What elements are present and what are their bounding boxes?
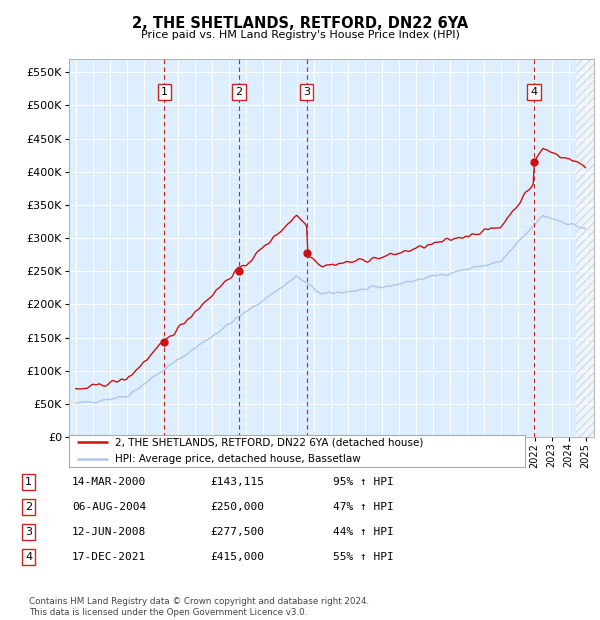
Text: 2, THE SHETLANDS, RETFORD, DN22 6YA: 2, THE SHETLANDS, RETFORD, DN22 6YA bbox=[132, 16, 468, 31]
Text: Price paid vs. HM Land Registry's House Price Index (HPI): Price paid vs. HM Land Registry's House … bbox=[140, 30, 460, 40]
Text: 17-DEC-2021: 17-DEC-2021 bbox=[72, 552, 146, 562]
Text: Contains HM Land Registry data © Crown copyright and database right 2024.
This d: Contains HM Land Registry data © Crown c… bbox=[29, 598, 369, 617]
Text: 1: 1 bbox=[161, 87, 167, 97]
Text: 44% ↑ HPI: 44% ↑ HPI bbox=[333, 527, 394, 537]
Text: 2, THE SHETLANDS, RETFORD, DN22 6YA (detached house): 2, THE SHETLANDS, RETFORD, DN22 6YA (det… bbox=[115, 437, 423, 448]
Text: 4: 4 bbox=[25, 552, 32, 562]
Bar bbox=[575, 59, 594, 437]
Text: 12-JUN-2008: 12-JUN-2008 bbox=[72, 527, 146, 537]
Text: £250,000: £250,000 bbox=[210, 502, 264, 512]
Text: HPI: Average price, detached house, Bassetlaw: HPI: Average price, detached house, Bass… bbox=[115, 454, 361, 464]
Text: 3: 3 bbox=[25, 527, 32, 537]
Text: £415,000: £415,000 bbox=[210, 552, 264, 562]
Text: 47% ↑ HPI: 47% ↑ HPI bbox=[333, 502, 394, 512]
Text: £143,115: £143,115 bbox=[210, 477, 264, 487]
Text: 2: 2 bbox=[25, 502, 32, 512]
Text: 95% ↑ HPI: 95% ↑ HPI bbox=[333, 477, 394, 487]
Text: 3: 3 bbox=[304, 87, 310, 97]
Text: 1: 1 bbox=[25, 477, 32, 487]
Text: 55% ↑ HPI: 55% ↑ HPI bbox=[333, 552, 394, 562]
Text: 2: 2 bbox=[235, 87, 242, 97]
Text: 4: 4 bbox=[530, 87, 538, 97]
Text: £277,500: £277,500 bbox=[210, 527, 264, 537]
Text: 06-AUG-2004: 06-AUG-2004 bbox=[72, 502, 146, 512]
Text: 14-MAR-2000: 14-MAR-2000 bbox=[72, 477, 146, 487]
